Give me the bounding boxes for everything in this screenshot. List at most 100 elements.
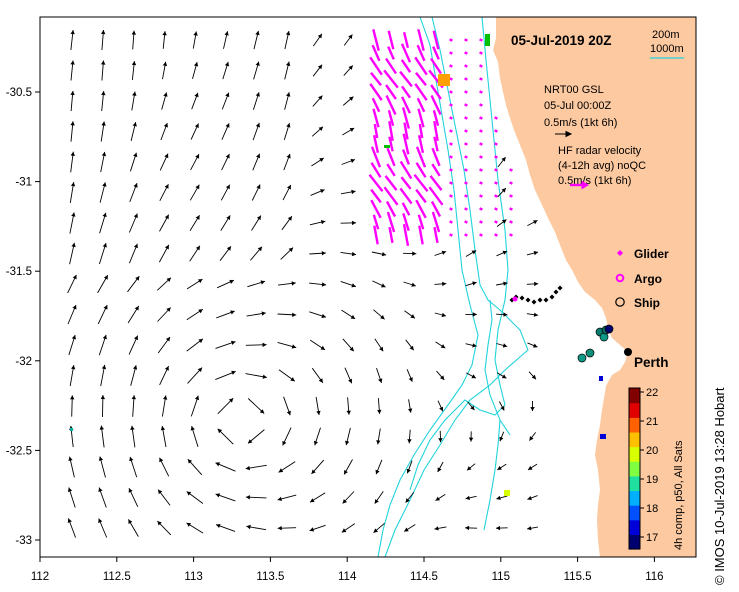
radar-arrow xyxy=(432,30,440,50)
current-arrowhead xyxy=(217,428,223,434)
current-arrowhead xyxy=(101,60,106,65)
current-arrowhead xyxy=(70,90,75,96)
current-arrowhead xyxy=(231,340,236,345)
current-arrowhead xyxy=(316,410,321,415)
radar-arrow xyxy=(370,199,382,219)
radar-arrow xyxy=(387,30,395,50)
glider-track-point xyxy=(531,299,537,305)
current-arrowhead xyxy=(377,409,382,414)
radar-arrow xyxy=(464,142,468,146)
current-arrowhead xyxy=(435,496,440,501)
current-arrowhead xyxy=(255,122,260,128)
radar-arrow xyxy=(464,168,468,172)
current-arrowhead xyxy=(256,215,261,221)
current-arrowhead xyxy=(287,184,291,190)
radar-arrow xyxy=(449,155,453,159)
current-arrowhead xyxy=(286,123,291,128)
current-arrowhead xyxy=(441,250,447,255)
radar-arrow xyxy=(479,220,483,224)
current-arrowhead xyxy=(103,305,108,310)
current-arrowhead xyxy=(164,153,169,159)
radar-arrow xyxy=(415,146,427,168)
ship-position xyxy=(604,324,614,334)
radar-arrow xyxy=(464,64,468,68)
radar-arrow xyxy=(372,29,380,51)
current-arrowhead xyxy=(282,440,287,446)
current-arrowhead xyxy=(195,154,200,159)
current-arrowhead xyxy=(406,468,411,474)
current-arrowhead xyxy=(70,30,75,35)
ship-position xyxy=(585,348,595,358)
radar-arrow xyxy=(399,70,413,88)
radar-arrow xyxy=(371,44,381,62)
current-arrowhead xyxy=(277,526,282,531)
radar-arrow xyxy=(494,116,498,120)
radar-arrow xyxy=(387,109,395,127)
current-arrowhead xyxy=(257,246,262,252)
radar-arrow xyxy=(464,233,468,237)
radar-legend-line2: (4-12h avg) noQC xyxy=(558,160,646,172)
current-arrowhead xyxy=(194,92,199,98)
glider-position xyxy=(512,296,518,302)
current-arrowhead xyxy=(348,65,353,70)
colorbar-segment xyxy=(629,431,640,448)
current-arrowhead xyxy=(404,527,409,532)
current-arrowhead xyxy=(71,212,76,217)
y-tick-label: -33 xyxy=(15,535,32,547)
glider-legend-symbol xyxy=(617,250,623,256)
current-arrowhead xyxy=(157,521,162,526)
current-arrowhead xyxy=(286,61,291,67)
imos-credit: © IMOS 10-Jul-2019 13:28 Hobart xyxy=(712,387,727,585)
current-arrowhead xyxy=(98,518,103,524)
radar-arrow xyxy=(414,83,428,101)
radar-arrow xyxy=(401,202,411,216)
radar-arrow xyxy=(430,57,442,75)
glider-track-point xyxy=(557,285,563,291)
current-arrowhead xyxy=(320,189,325,194)
current-arrowhead xyxy=(224,61,230,67)
current-arrowhead xyxy=(468,437,474,442)
current-arrowhead xyxy=(410,314,415,319)
current-arrowhead xyxy=(438,438,443,443)
radar-arrow xyxy=(418,225,424,245)
current-arrowhead xyxy=(351,251,357,257)
current-arrowhead xyxy=(166,277,171,282)
current-arrowhead xyxy=(71,335,76,340)
radar-arrow xyxy=(373,225,379,245)
radar-arrow xyxy=(479,38,483,42)
radar-arrow xyxy=(449,181,453,185)
radar-arrow xyxy=(385,200,397,218)
current-arrowhead xyxy=(373,528,378,533)
radar-legend-line1: HF radar velocity xyxy=(558,145,642,157)
current-arrowhead xyxy=(134,306,139,311)
current-arrowhead xyxy=(131,30,136,35)
current-arrowhead xyxy=(198,338,203,344)
colorbar-title: 4h comp, p50, All Sats xyxy=(673,440,685,550)
current-arrowhead xyxy=(101,121,106,126)
current-arrowhead xyxy=(529,436,534,441)
current-arrowhead xyxy=(215,462,220,467)
radar-arrow xyxy=(401,107,411,129)
current-arrowhead xyxy=(195,184,200,190)
radar-arrow xyxy=(449,116,453,120)
current-arrowhead xyxy=(533,250,539,256)
current-arrowhead xyxy=(225,153,230,159)
current-arrowhead xyxy=(471,374,476,379)
radar-arrow xyxy=(370,162,382,178)
radar-arrow xyxy=(509,194,513,198)
current-arrowhead xyxy=(499,436,504,442)
current-arrowhead xyxy=(376,440,381,445)
radar-arrow xyxy=(402,133,410,155)
current-arrowhead xyxy=(344,470,348,475)
colorbar-tick-label: 21 xyxy=(646,416,658,428)
current-arrowhead xyxy=(226,215,231,220)
current-arrowhead xyxy=(380,315,385,320)
current-arrowhead xyxy=(320,345,325,350)
current-arrowhead xyxy=(408,377,413,382)
current-arrowhead xyxy=(195,215,200,220)
x-tick-label: 112 xyxy=(31,571,49,583)
gsl-legend-time: 05-Jul 00:00Z xyxy=(544,100,612,112)
sst-pixel xyxy=(485,34,490,46)
radar-arrow xyxy=(388,226,394,244)
current-arrowhead xyxy=(133,183,138,188)
